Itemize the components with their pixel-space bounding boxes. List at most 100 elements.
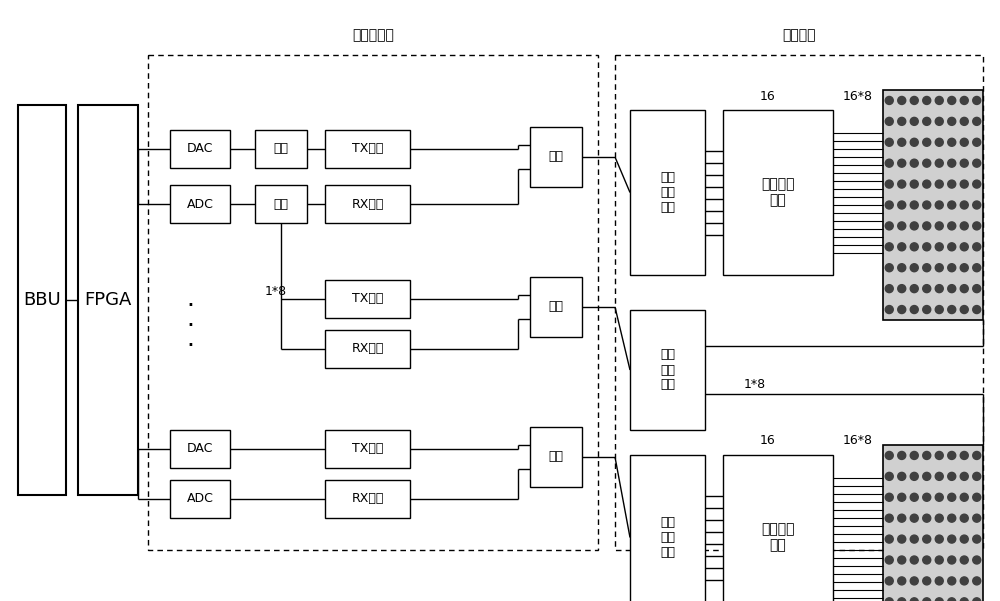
Circle shape bbox=[923, 285, 931, 293]
Circle shape bbox=[898, 159, 906, 167]
Circle shape bbox=[923, 556, 931, 564]
Circle shape bbox=[935, 493, 943, 501]
Text: 1*8: 1*8 bbox=[265, 285, 287, 298]
Circle shape bbox=[885, 117, 893, 126]
Circle shape bbox=[973, 577, 981, 585]
Circle shape bbox=[960, 535, 968, 543]
Bar bbox=[255, 185, 307, 223]
Circle shape bbox=[948, 180, 956, 188]
Text: 开关: 开关 bbox=[274, 142, 288, 156]
Circle shape bbox=[935, 305, 943, 314]
Bar bbox=[530, 427, 582, 487]
Circle shape bbox=[910, 96, 918, 105]
Circle shape bbox=[910, 180, 918, 188]
Circle shape bbox=[885, 493, 893, 501]
Text: 16*8: 16*8 bbox=[843, 90, 873, 103]
Text: 1*8: 1*8 bbox=[744, 379, 766, 391]
Circle shape bbox=[948, 472, 956, 480]
Circle shape bbox=[960, 243, 968, 251]
Circle shape bbox=[910, 243, 918, 251]
Circle shape bbox=[898, 201, 906, 209]
Circle shape bbox=[910, 285, 918, 293]
Text: 多路
合分
模块: 多路 合分 模块 bbox=[660, 171, 675, 214]
Circle shape bbox=[910, 159, 918, 167]
Circle shape bbox=[948, 305, 956, 314]
Text: 16: 16 bbox=[760, 90, 776, 103]
Bar bbox=[325, 480, 410, 518]
Circle shape bbox=[898, 285, 906, 293]
Circle shape bbox=[885, 159, 893, 167]
Bar bbox=[723, 110, 833, 275]
Circle shape bbox=[960, 138, 968, 146]
Circle shape bbox=[885, 264, 893, 272]
Circle shape bbox=[923, 96, 931, 105]
Text: FPGA: FPGA bbox=[84, 291, 132, 309]
Circle shape bbox=[910, 514, 918, 522]
Circle shape bbox=[910, 472, 918, 480]
Circle shape bbox=[885, 514, 893, 522]
Circle shape bbox=[973, 264, 981, 272]
Circle shape bbox=[948, 201, 956, 209]
Circle shape bbox=[923, 451, 931, 459]
Circle shape bbox=[885, 201, 893, 209]
Circle shape bbox=[973, 598, 981, 601]
Circle shape bbox=[910, 264, 918, 272]
Bar bbox=[148, 55, 598, 550]
Circle shape bbox=[973, 222, 981, 230]
Circle shape bbox=[960, 96, 968, 105]
Circle shape bbox=[935, 451, 943, 459]
Circle shape bbox=[898, 535, 906, 543]
Circle shape bbox=[898, 598, 906, 601]
Circle shape bbox=[898, 493, 906, 501]
Circle shape bbox=[948, 493, 956, 501]
Circle shape bbox=[973, 138, 981, 146]
Bar bbox=[630, 310, 705, 430]
Circle shape bbox=[923, 159, 931, 167]
Circle shape bbox=[935, 138, 943, 146]
Circle shape bbox=[910, 598, 918, 601]
Circle shape bbox=[898, 180, 906, 188]
Text: ADC: ADC bbox=[187, 198, 213, 210]
Circle shape bbox=[898, 243, 906, 251]
Circle shape bbox=[948, 264, 956, 272]
Circle shape bbox=[960, 222, 968, 230]
Circle shape bbox=[935, 117, 943, 126]
Circle shape bbox=[973, 117, 981, 126]
Circle shape bbox=[973, 201, 981, 209]
Text: ADC: ADC bbox=[187, 492, 213, 505]
Circle shape bbox=[973, 451, 981, 459]
Circle shape bbox=[960, 472, 968, 480]
Text: 开关: 开关 bbox=[548, 451, 564, 463]
Circle shape bbox=[885, 285, 893, 293]
Text: 调幅调相
模块: 调幅调相 模块 bbox=[761, 177, 795, 207]
Text: 波控模块: 波控模块 bbox=[782, 28, 816, 42]
Text: DAC: DAC bbox=[187, 442, 213, 456]
Text: 16: 16 bbox=[760, 435, 776, 448]
Circle shape bbox=[910, 556, 918, 564]
Circle shape bbox=[960, 159, 968, 167]
Circle shape bbox=[923, 535, 931, 543]
Circle shape bbox=[923, 514, 931, 522]
Circle shape bbox=[898, 556, 906, 564]
Circle shape bbox=[935, 577, 943, 585]
Circle shape bbox=[960, 556, 968, 564]
Circle shape bbox=[910, 493, 918, 501]
Circle shape bbox=[923, 243, 931, 251]
Circle shape bbox=[885, 535, 893, 543]
Circle shape bbox=[960, 117, 968, 126]
Circle shape bbox=[935, 285, 943, 293]
Bar bbox=[170, 130, 230, 168]
Circle shape bbox=[923, 264, 931, 272]
Text: TX模块: TX模块 bbox=[352, 142, 383, 156]
Circle shape bbox=[923, 117, 931, 126]
Circle shape bbox=[948, 285, 956, 293]
Circle shape bbox=[960, 514, 968, 522]
Bar bbox=[325, 185, 410, 223]
Circle shape bbox=[960, 264, 968, 272]
Circle shape bbox=[948, 577, 956, 585]
Circle shape bbox=[898, 305, 906, 314]
Circle shape bbox=[885, 598, 893, 601]
Circle shape bbox=[910, 201, 918, 209]
Circle shape bbox=[948, 514, 956, 522]
Circle shape bbox=[923, 305, 931, 314]
